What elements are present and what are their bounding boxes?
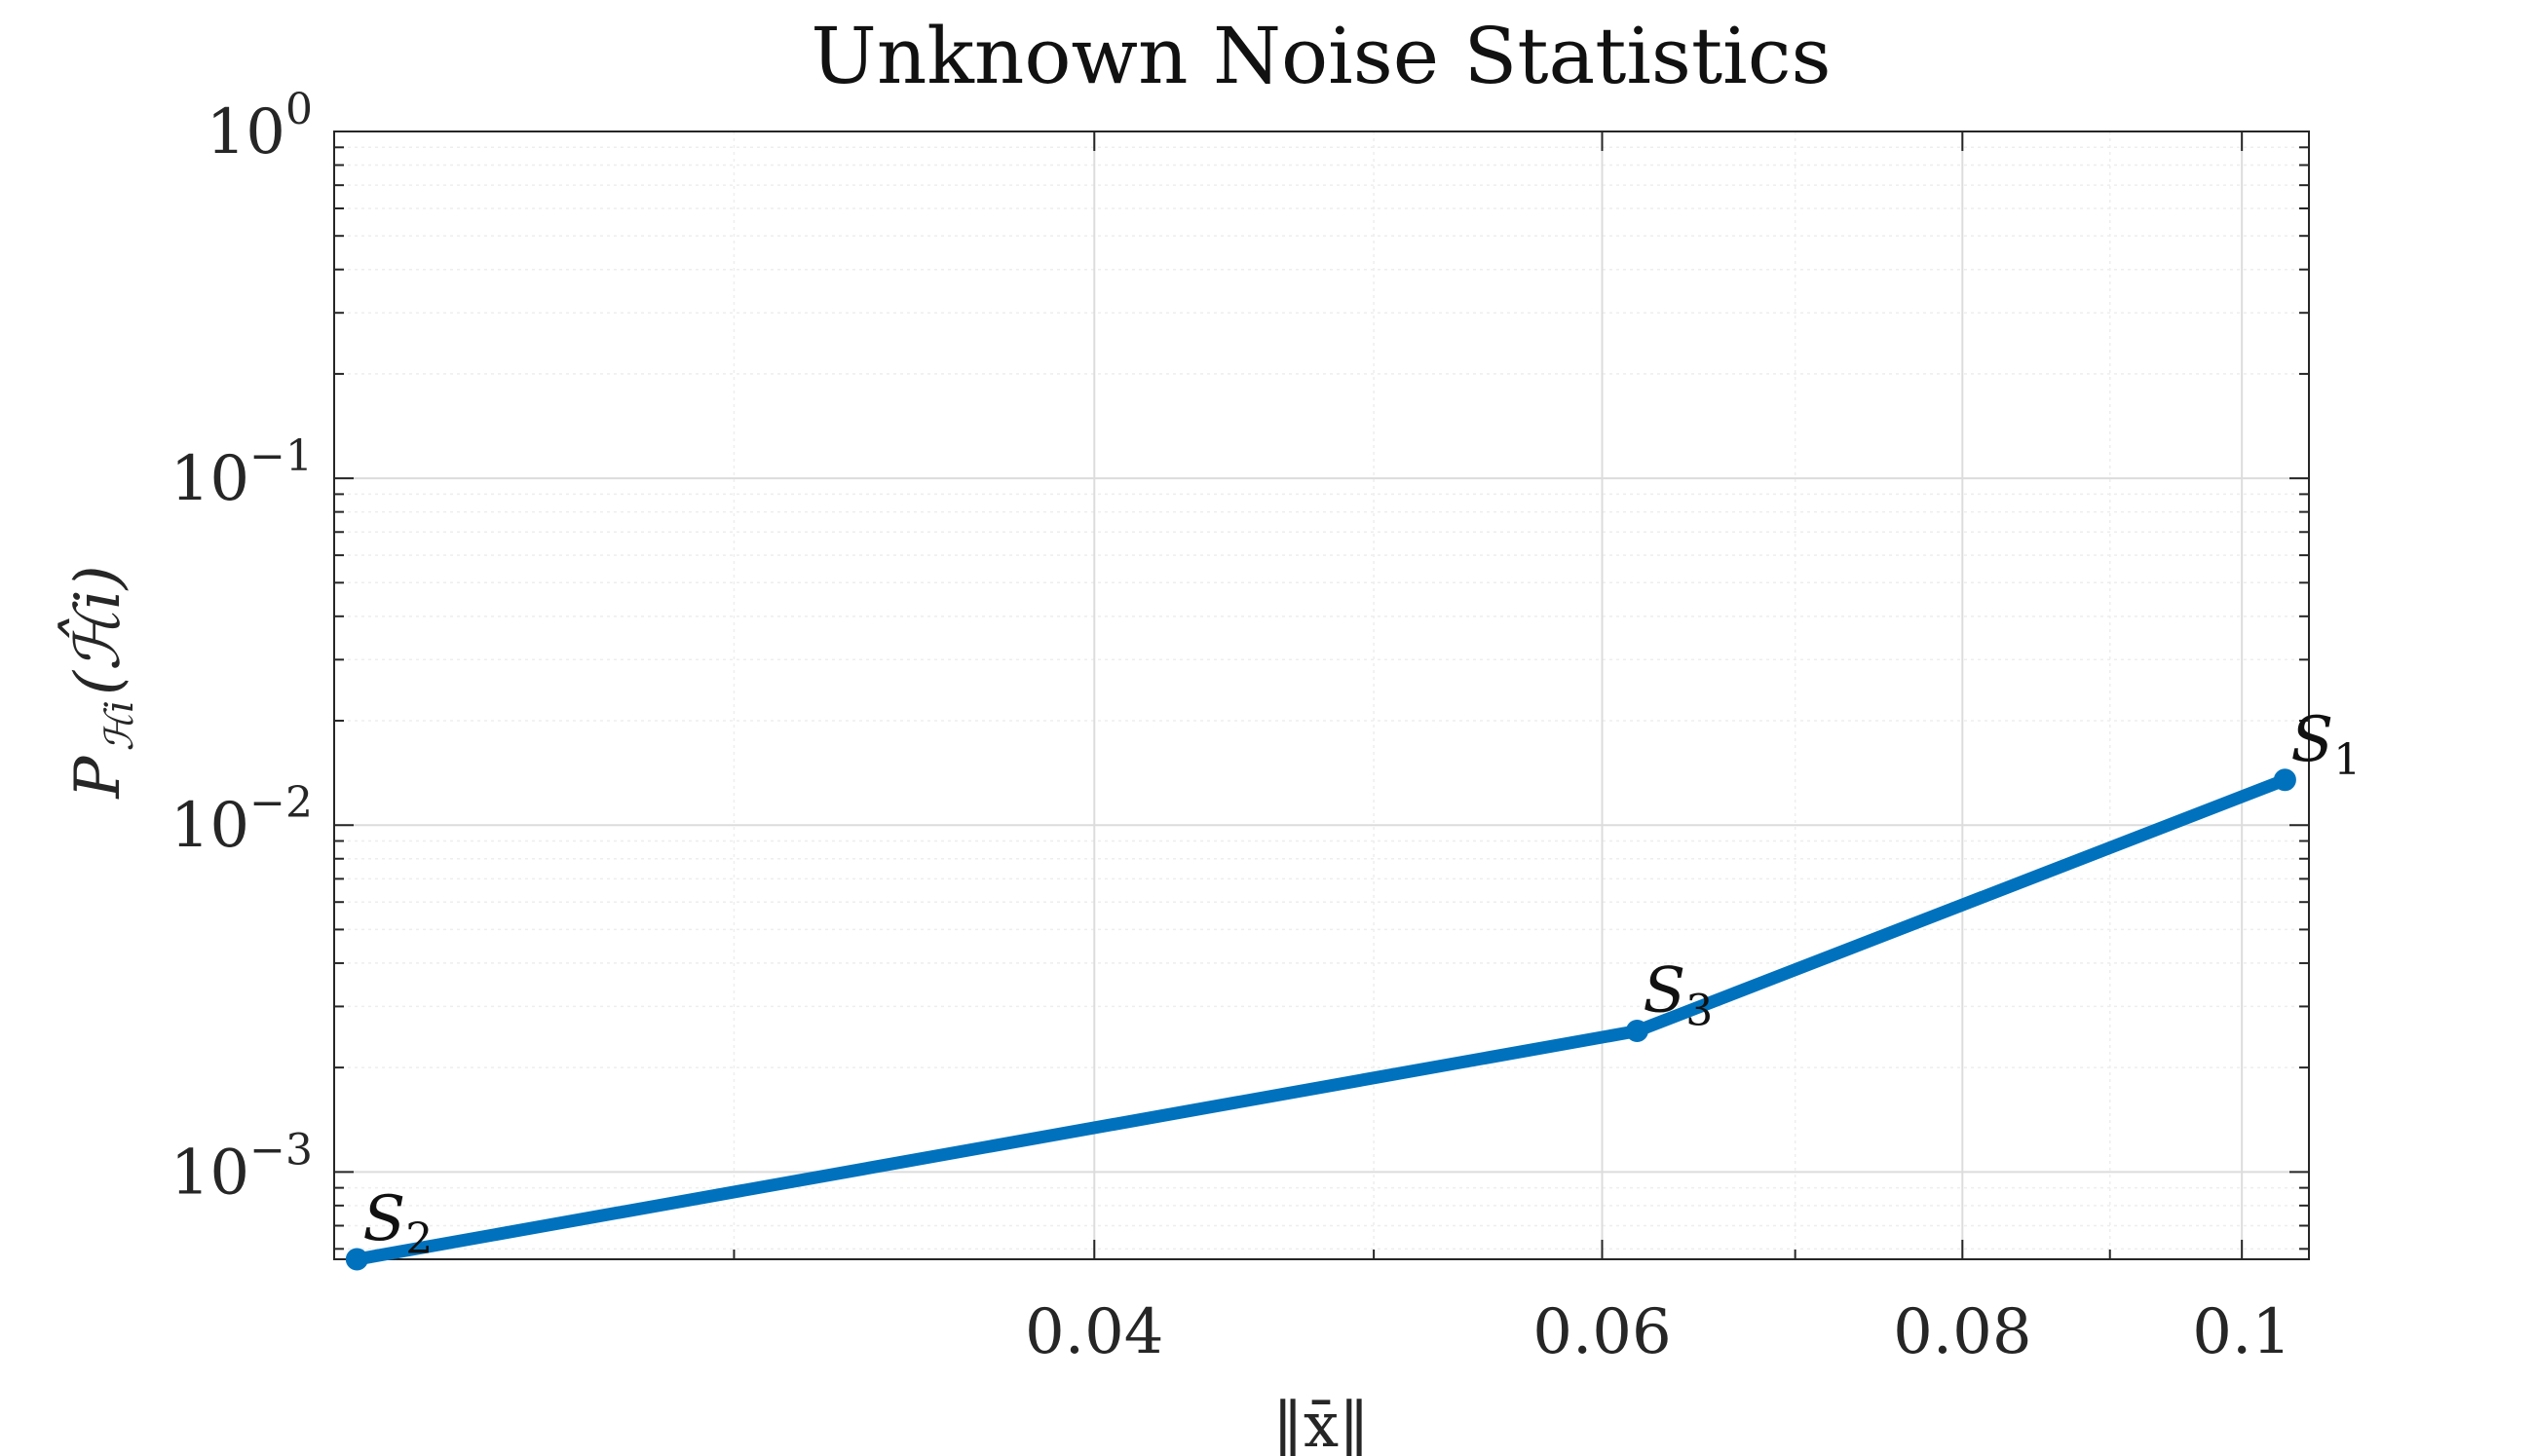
chart-title: Unknown Noise Statistics <box>811 11 1831 101</box>
data-point <box>1625 1020 1648 1043</box>
x-tick-labels: 0.04 0.06 0.08 0.1 <box>1025 1296 2291 1368</box>
y-tick-label-base: 10 <box>170 790 249 862</box>
axis-ticks <box>334 131 2309 1259</box>
plot-frame <box>333 131 2310 1260</box>
y-axis-label-base: P <box>62 756 134 800</box>
y-tick-label-exponent: −2 <box>249 778 313 828</box>
y-tick-label-base: 10 <box>170 1137 249 1209</box>
series-layer <box>345 768 2296 1271</box>
y-tick-label-base: 10 <box>207 96 285 168</box>
point-label: S1 <box>2290 704 2361 785</box>
x-axis-label: ‖x̄‖ <box>1272 1390 1370 1456</box>
y-tick-label: 100 <box>207 85 313 168</box>
point-label-base: S <box>362 1183 405 1255</box>
point-label-base: S <box>1643 955 1685 1027</box>
point-label: S3 <box>1643 955 1713 1036</box>
data-point <box>345 1248 368 1271</box>
point-label-base: S <box>2290 704 2333 776</box>
y-tick-label: 10−2 <box>170 778 313 862</box>
point-label-subscript: 3 <box>1685 987 1713 1036</box>
point-label-subscript: 1 <box>2333 735 2361 785</box>
y-tick-label-exponent: −3 <box>249 1125 313 1175</box>
data-point <box>2273 768 2296 792</box>
svg-text:P ℋi (ℋ̂i): P ℋi (ℋ̂i) <box>57 565 142 799</box>
point-label-subscript: 2 <box>405 1214 433 1264</box>
y-tick-label-exponent: −1 <box>249 431 313 481</box>
y-axis-label: P ℋi (ℋ̂i) <box>57 565 142 799</box>
point-label: S2 <box>362 1183 433 1264</box>
y-axis-label-argument: (ℋ̂i) <box>57 565 134 695</box>
x-tick-label: 0.04 <box>1025 1296 1164 1368</box>
y-tick-label-exponent: 0 <box>285 85 313 134</box>
x-tick-label: 0.08 <box>1893 1296 2032 1368</box>
y-tick-label: 10−3 <box>170 1125 313 1209</box>
y-tick-label-base: 10 <box>170 443 249 515</box>
x-tick-label: 0.06 <box>1532 1296 1672 1368</box>
y-axis-label-subscript: ℋi <box>97 700 142 751</box>
x-tick-label: 0.1 <box>2192 1296 2291 1368</box>
y-tick-label: 10−1 <box>170 431 313 515</box>
